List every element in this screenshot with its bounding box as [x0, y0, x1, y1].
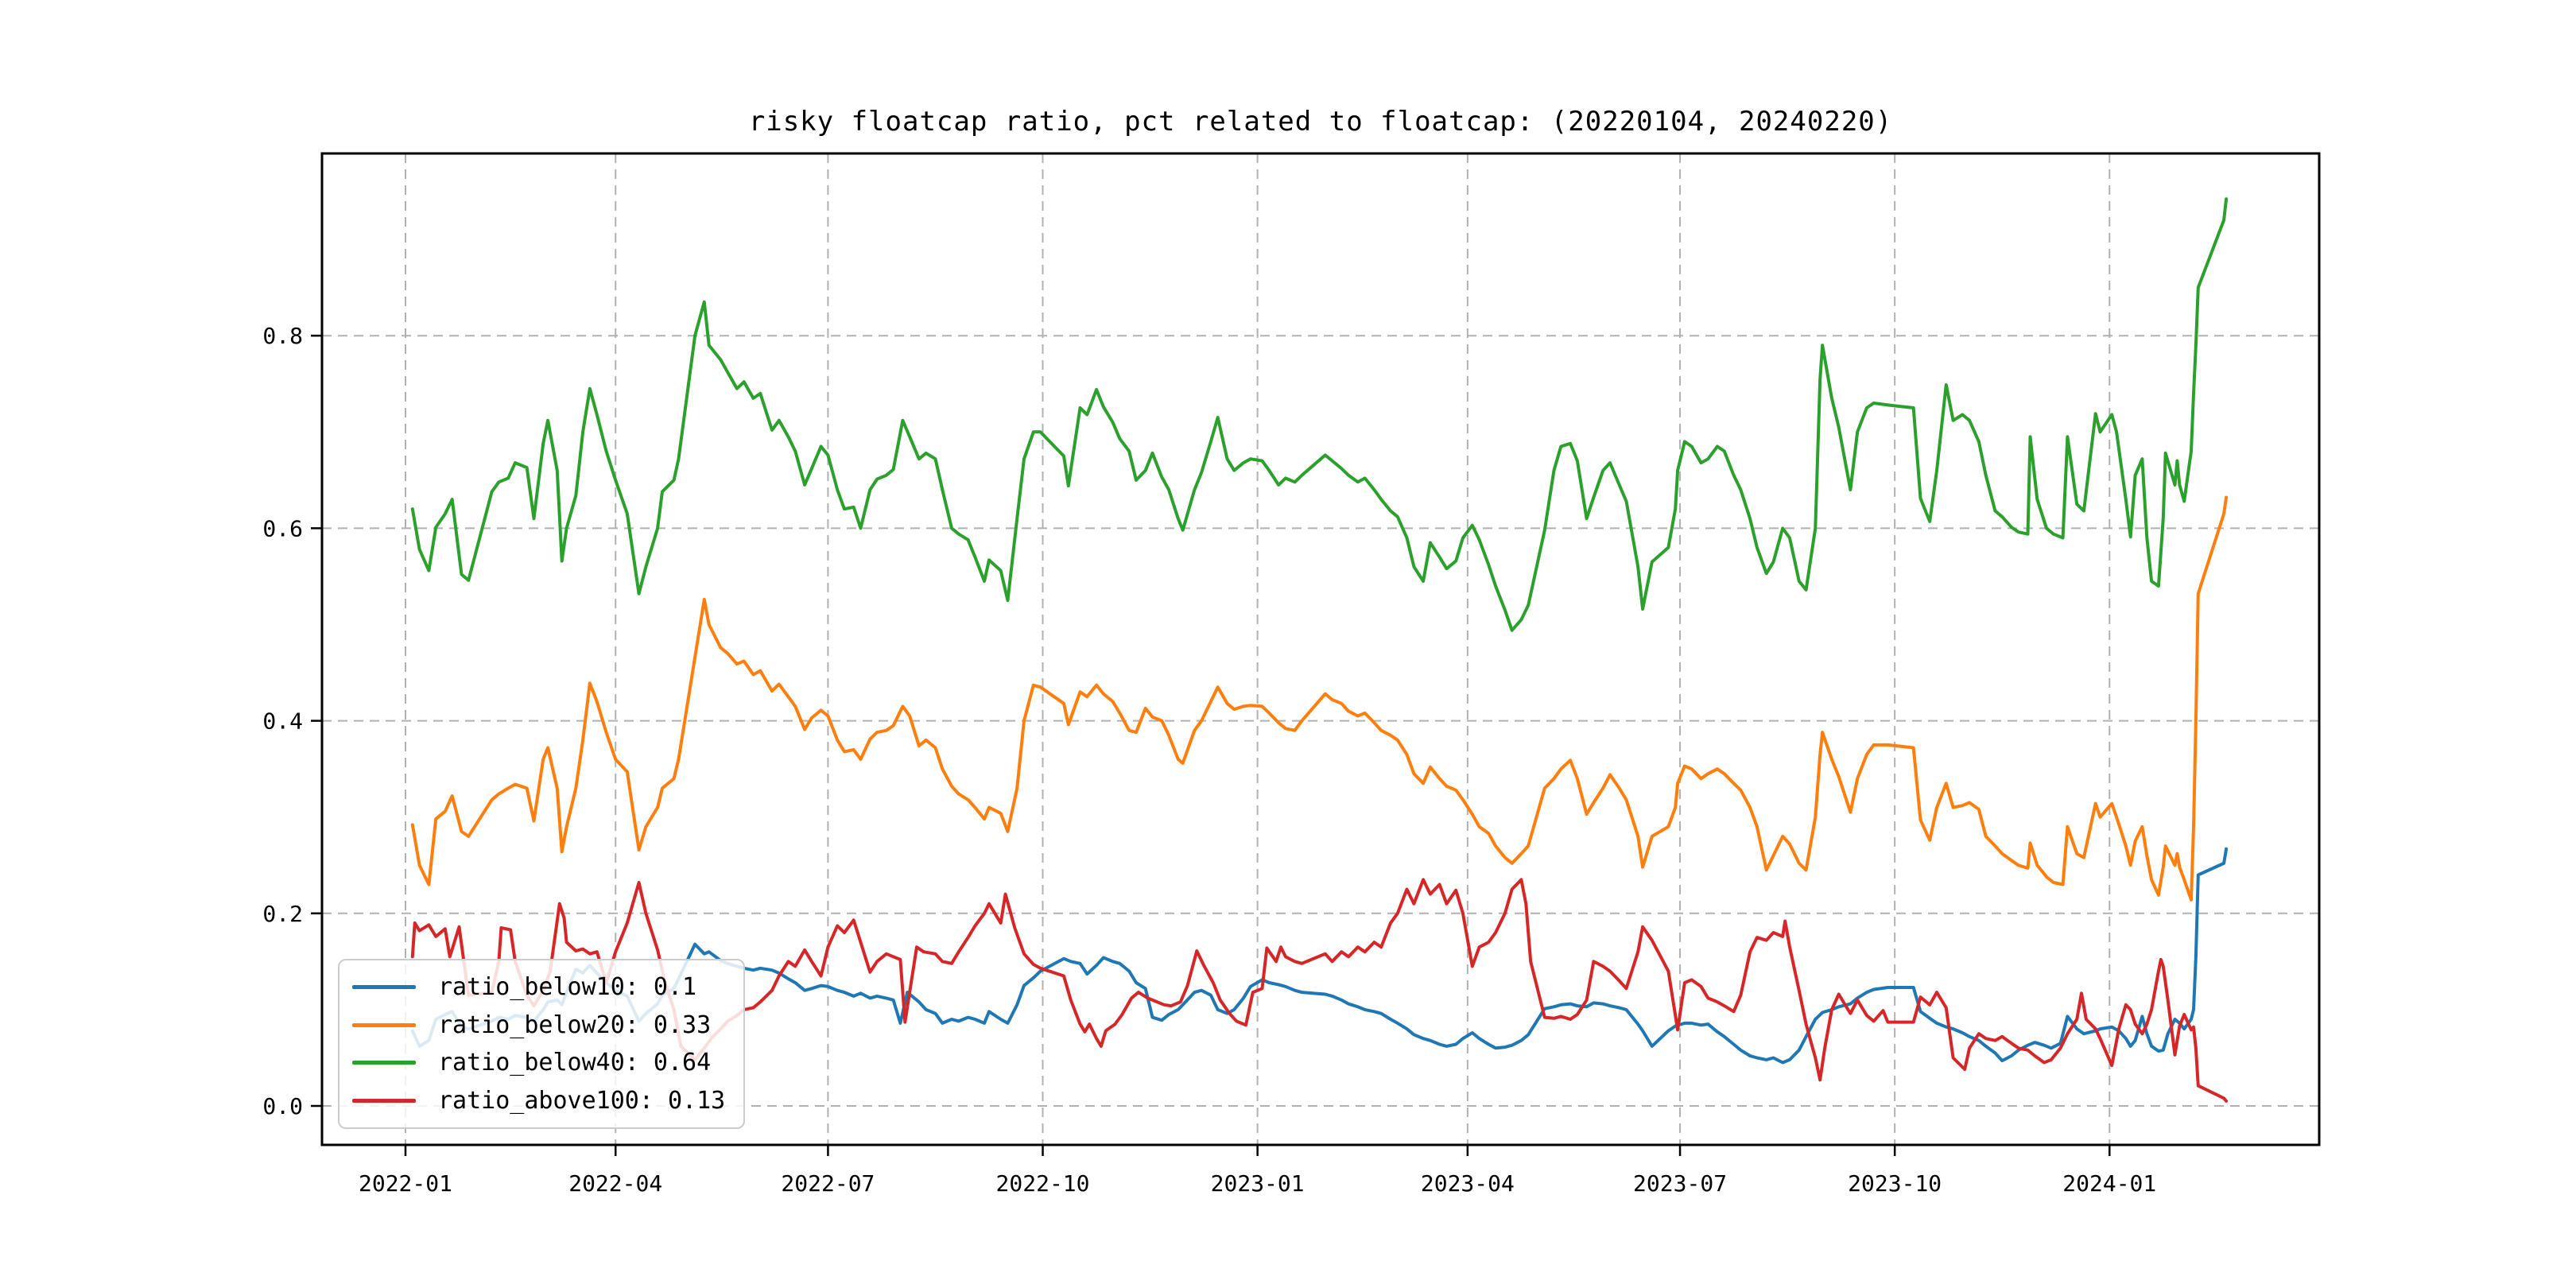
legend-swatch-line	[352, 1022, 416, 1027]
legend: ratio_below10: 0.1 ratio_below20: 0.33 rat…	[338, 959, 745, 1129]
legend-item: ratio_below40: 0.64	[339, 1049, 743, 1077]
plot-frame	[320, 152, 2321, 1146]
legend-item: ratio_below10: 0.1	[339, 973, 743, 1001]
legend-swatch-line	[352, 1061, 416, 1065]
y-tick-label: 0.2	[262, 901, 303, 927]
series-line-ratio_below20	[410, 495, 2229, 902]
legend-label: ratio_below40: 0.64	[438, 1049, 712, 1077]
legend-label: ratio_below10: 0.1	[438, 973, 697, 1002]
legend-swatch-line	[352, 1098, 416, 1103]
chart-title: risky floatcap ratio, pct related to flo…	[748, 106, 1893, 138]
legend-swatch-line	[352, 985, 416, 990]
y-tick-label: 0.6	[262, 515, 303, 541]
series-line-ratio_below40	[410, 197, 2229, 632]
x-tick-label: 2023-01	[1211, 1170, 1305, 1197]
legend-item: ratio_above100: 0.13	[339, 1087, 743, 1115]
x-tick-label: 2022-01	[359, 1170, 452, 1197]
y-tick-label: 0.4	[262, 708, 303, 735]
x-tick-label: 2024-01	[2062, 1170, 2156, 1197]
x-tick-label: 2023-10	[1848, 1170, 1942, 1197]
legend-label: ratio_above100: 0.13	[438, 1086, 726, 1115]
y-tick-label: 0.0	[262, 1093, 303, 1119]
x-tick-label: 2023-07	[1633, 1170, 1727, 1197]
legend-item: ratio_below20: 0.33	[339, 1011, 743, 1039]
x-tick-label: 2022-04	[568, 1170, 662, 1197]
y-tick-label: 0.8	[262, 323, 303, 349]
x-tick-label: 2022-07	[781, 1170, 875, 1197]
x-tick-label: 2023-04	[1421, 1170, 1515, 1197]
x-tick-label: 2022-10	[996, 1170, 1090, 1197]
legend-label: ratio_below20: 0.33	[438, 1011, 712, 1039]
